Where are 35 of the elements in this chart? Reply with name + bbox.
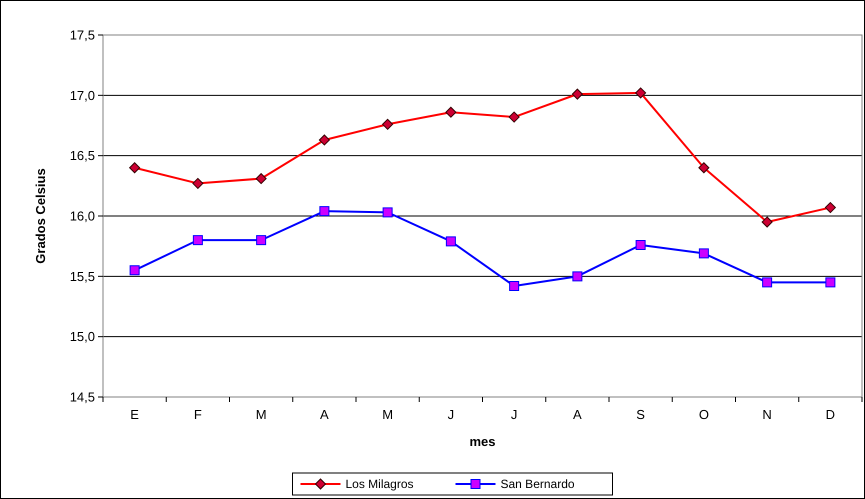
y-tick-label: 14,5 — [70, 390, 95, 405]
x-tick-label: F — [194, 407, 202, 422]
x-axis-title: mes — [469, 434, 496, 449]
x-tick-label: A — [320, 407, 330, 422]
legend-label: San Bernardo — [500, 477, 575, 492]
x-tick-label: J — [448, 407, 454, 422]
point — [192, 235, 203, 246]
x-tick-label: E — [130, 407, 140, 422]
x-tick-label: M — [382, 407, 394, 422]
point — [572, 271, 582, 282]
y-tick-label: 16,0 — [70, 208, 95, 224]
x-tick-label: D — [826, 407, 836, 422]
point — [130, 265, 140, 276]
point — [762, 277, 772, 288]
x-tick-label: N — [762, 407, 772, 422]
point — [636, 240, 646, 250]
y-tick-label: 16,5 — [70, 148, 95, 164]
x-tick-label: J — [510, 407, 518, 422]
y-tick-label: 15,0 — [70, 329, 95, 344]
x-tick-label: O — [698, 407, 709, 422]
point — [382, 207, 393, 218]
point — [509, 280, 520, 291]
legend-label: Los Milagros — [346, 477, 414, 492]
x-tick-label: M — [256, 407, 267, 422]
point — [256, 235, 266, 246]
point — [825, 277, 836, 288]
x-tick-label: A — [573, 407, 582, 422]
y-axis-title: Grados Celsius — [33, 168, 48, 264]
point — [319, 206, 330, 216]
point — [698, 248, 709, 258]
x-tick-label: S — [636, 407, 646, 422]
point — [446, 236, 456, 246]
y-tick-label: 17,0 — [70, 88, 95, 103]
y-tick-label: 15,5 — [70, 268, 95, 284]
y-tick-label: 17,5 — [70, 28, 95, 43]
